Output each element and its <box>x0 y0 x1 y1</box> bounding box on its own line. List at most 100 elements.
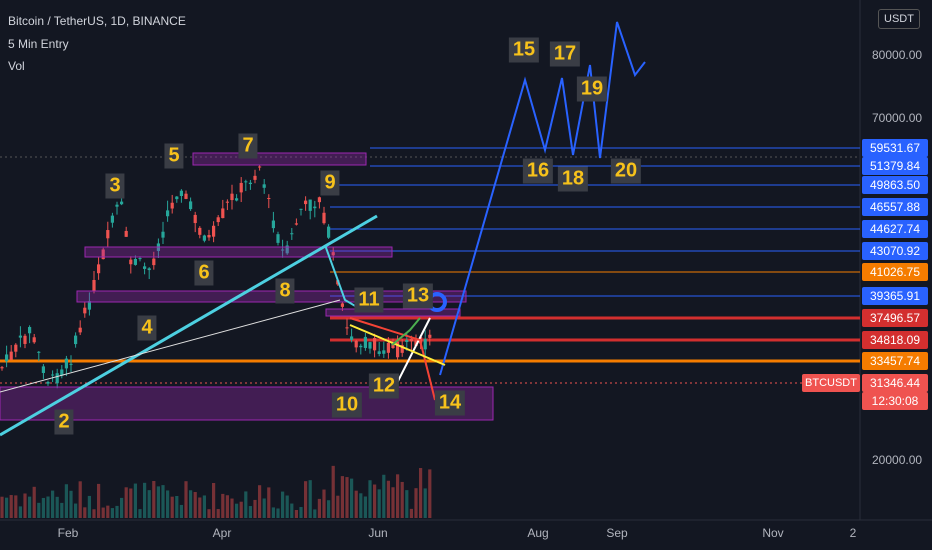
last-price-symbol: BTCUSDT <box>802 374 860 392</box>
time-label: Aug <box>527 526 549 540</box>
volume-bar <box>129 488 133 518</box>
volume-bar <box>64 484 68 518</box>
trendline <box>0 299 341 393</box>
volume-bar <box>363 496 367 518</box>
wave-label: 13 <box>402 283 434 309</box>
price-tag: 46557.88 <box>862 198 928 216</box>
volume-bar <box>262 498 266 518</box>
volume-bar <box>152 480 156 518</box>
volume-bar <box>350 478 354 518</box>
drawing <box>349 324 446 366</box>
wave-label: 4 <box>137 315 157 341</box>
volume-bar <box>281 491 285 518</box>
wave-label: 15 <box>508 37 540 63</box>
price-tag: 59531.67 <box>862 139 928 157</box>
zone <box>76 290 467 303</box>
volume-bar <box>400 481 404 518</box>
volume-bar <box>290 503 294 518</box>
volume-bar <box>423 488 427 518</box>
wave-label: 14 <box>434 390 466 416</box>
wave-label: 6 <box>194 260 214 286</box>
price-tag: 33457.74 <box>862 352 928 370</box>
volume-bar <box>37 502 41 518</box>
volume-bar <box>97 483 101 518</box>
volume-bar <box>0 496 4 518</box>
volume-bar <box>143 482 147 518</box>
wave-label: 11 <box>354 287 384 313</box>
volume-bar <box>83 507 87 518</box>
time-label: Sep <box>606 526 628 540</box>
volume-bar <box>184 481 188 518</box>
volume-bar <box>304 481 308 518</box>
volume-bar <box>336 495 340 518</box>
last-price: 31346.44 <box>862 374 928 392</box>
wave-label: 7 <box>238 133 258 159</box>
wave-label: 12 <box>368 373 400 399</box>
volume-bar <box>124 487 128 518</box>
volume-bar <box>258 485 262 518</box>
volume-bar <box>133 483 137 518</box>
price-tag: 51379.84 <box>862 157 928 175</box>
volume-bar <box>345 477 349 518</box>
volume-bar <box>60 502 64 518</box>
price-label: 80000.00 <box>872 48 923 62</box>
wave-label: 17 <box>549 41 581 67</box>
volume-bar <box>253 499 257 518</box>
volume-bar <box>9 495 13 518</box>
time-label: 2 <box>849 526 857 540</box>
indicator-label: 5 Min Entry <box>8 37 69 51</box>
volume-bar <box>166 490 170 518</box>
volume-bar <box>391 487 395 518</box>
volume-bar <box>248 506 252 518</box>
volume-bar <box>115 505 119 518</box>
wave-label: 2 <box>54 409 74 435</box>
volume-bar <box>285 495 289 518</box>
volume-bar <box>92 509 96 518</box>
volume-bar <box>156 486 160 518</box>
volume-bar <box>322 489 326 518</box>
volume-bar <box>331 465 335 518</box>
wave-label: 20 <box>610 158 642 184</box>
volume-bar <box>46 496 50 518</box>
volume-bar <box>106 505 110 518</box>
wave-label: 3 <box>105 173 125 199</box>
volume-bar <box>41 497 45 518</box>
volume-bar <box>23 493 27 518</box>
volume-bar <box>327 500 331 518</box>
time-label: Apr <box>212 526 232 540</box>
volume-bar <box>239 501 243 518</box>
wave-label: 5 <box>164 143 184 169</box>
wave-label: 8 <box>275 278 295 304</box>
volume-bar <box>175 495 179 518</box>
volume-bar <box>230 498 234 518</box>
drawing <box>349 317 436 401</box>
price-tag: 37496.57 <box>862 309 928 327</box>
volume-bar <box>28 496 32 518</box>
time-label: Nov <box>762 526 784 540</box>
volume-bar <box>193 492 197 518</box>
wave-label: 10 <box>331 392 363 418</box>
volume-bar <box>120 497 124 518</box>
volume-bar <box>294 509 298 518</box>
volume-bar <box>69 490 73 518</box>
volume-bar <box>14 495 18 518</box>
price-tag: 41026.75 <box>862 263 928 281</box>
volume-bar <box>189 490 193 518</box>
volume-bar <box>138 509 142 518</box>
price-tag: 39365.91 <box>862 287 928 305</box>
time-label: Jun <box>368 526 388 540</box>
volume-bar <box>87 495 91 518</box>
wave-label: 16 <box>522 158 554 184</box>
symbol-title: Bitcoin / TetherUS, 1D, BINANCE <box>8 14 186 28</box>
volume-bar <box>51 490 55 518</box>
volume-bar <box>78 481 82 518</box>
price-tag: 44627.74 <box>862 220 928 238</box>
volume-bar <box>299 507 303 518</box>
price-label: 70000.00 <box>872 111 923 125</box>
volume-bar <box>74 503 78 518</box>
time-label: Feb <box>57 526 79 540</box>
projection-path <box>439 21 646 376</box>
volume-bar <box>212 482 216 518</box>
zone <box>325 308 461 317</box>
currency-button[interactable]: USDT <box>878 9 920 29</box>
